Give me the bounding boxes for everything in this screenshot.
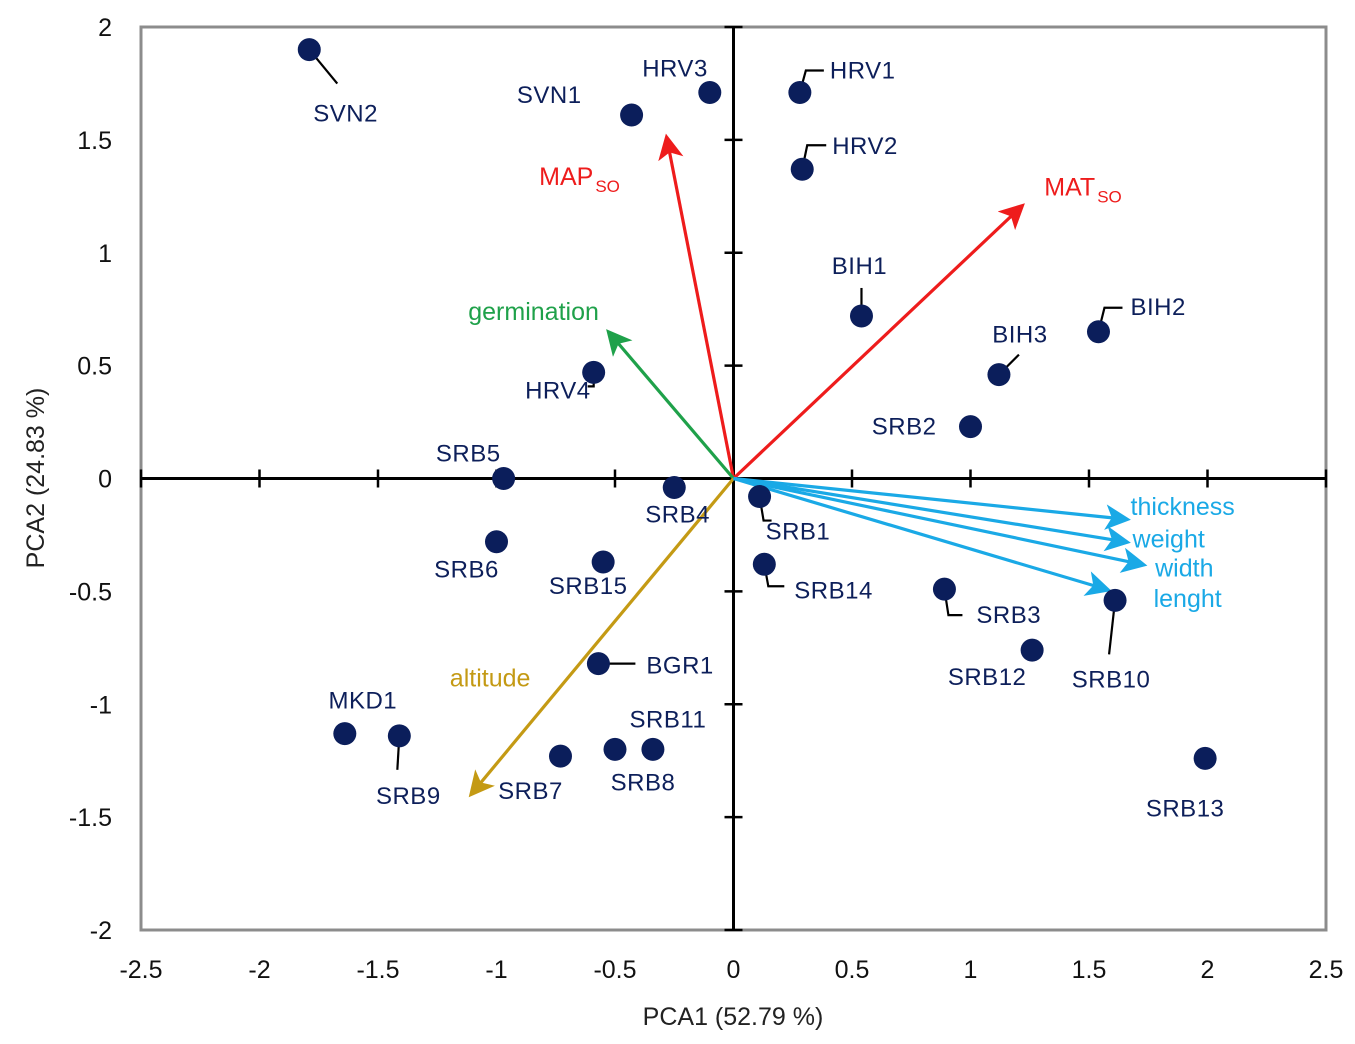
point-label-hrv3: HRV3 (642, 55, 708, 82)
y-tick-label: 2 (98, 14, 112, 42)
point-label-svn1: SVN1 (517, 82, 582, 109)
vector-arrow-thickness (733, 476, 1131, 530)
x-tick-label: -0.5 (593, 956, 636, 984)
vector-arrow-map (658, 133, 736, 479)
vector-arrow-mat (732, 203, 1025, 480)
point-srb9 (387, 724, 411, 748)
x-tick-label: 1.5 (1072, 956, 1107, 984)
point-svn2 (297, 38, 321, 62)
vector-arrow-germination (606, 329, 735, 480)
point-srb14 (752, 552, 776, 576)
point-srb8 (603, 737, 627, 761)
vector-label-map: MAP SO (539, 163, 620, 196)
vector-arrow-lenght (733, 476, 1112, 596)
x-tick-label: 2 (1201, 956, 1215, 984)
point-hrv4 (582, 360, 606, 384)
point-srb13 (1193, 746, 1217, 770)
vector-label-germination: germination (468, 298, 599, 326)
sample-labels: SVN2 SVN1 HRV3 HRV1 HRV2 BIH1 BIH2 BIH3 SRB2 HRV4… (313, 55, 1224, 822)
y-axis-title: PCA2 (24.83 %) (22, 388, 50, 569)
point-label-srb6: SRB6 (434, 557, 499, 584)
y-tick-label: -1.5 (69, 804, 112, 832)
point-label-srb10: SRB10 (1072, 666, 1151, 693)
point-label-hrv4: HRV4 (525, 377, 591, 404)
point-label-srb2: SRB2 (872, 414, 937, 441)
point-label-srb12: SRB12 (948, 664, 1027, 691)
point-svn1 (620, 103, 644, 127)
x-tick-label: 1 (964, 956, 978, 984)
point-label-srb1: SRB1 (766, 519, 831, 546)
point-label-hrv2: HRV2 (832, 133, 898, 160)
point-srb12 (1020, 638, 1044, 662)
x-tick-label: 0 (727, 956, 741, 984)
point-srb10 (1103, 588, 1127, 612)
point-label-srb7: SRB7 (498, 778, 563, 805)
y-tick-label: 1.5 (77, 127, 112, 155)
point-label-srb13: SRB13 (1146, 795, 1225, 822)
vector-labels: MAP SO MAT SO germination altitude thickness we… (450, 163, 1235, 692)
y-tick-label: 1 (98, 240, 112, 268)
x-tick-label: -2 (248, 956, 270, 984)
point-srb7 (548, 744, 572, 768)
y-tick-label: -2 (90, 917, 112, 945)
point-label-srb5: SRB5 (436, 441, 501, 468)
y-tick-label: 0 (98, 466, 112, 494)
point-bih2 (1086, 320, 1110, 344)
point-hrv2 (790, 157, 814, 181)
point-mkd1 (333, 722, 357, 746)
point-label-mkd1: MKD1 (328, 688, 397, 715)
vector-arrow-width (733, 476, 1148, 573)
point-label-srb4: SRB4 (645, 502, 710, 529)
point-srb4 (662, 476, 686, 500)
point-label-srb15: SRB15 (549, 573, 628, 600)
point-label-bgr1: BGR1 (646, 653, 713, 680)
point-bih3 (987, 363, 1011, 387)
x-tick-label: 0.5 (835, 956, 870, 984)
point-label-hrv1: HRV1 (830, 57, 896, 84)
point-label-bih3: BIH3 (992, 322, 1047, 349)
point-srb15 (591, 550, 615, 574)
sample-points (297, 38, 1217, 770)
point-label-srb8: SRB8 (611, 769, 676, 796)
point-bgr1 (586, 652, 610, 676)
x-tick-label: 2.5 (1309, 956, 1344, 984)
y-tick-label: -1 (90, 691, 112, 719)
point-srb5 (492, 467, 516, 490)
point-hrv1 (788, 80, 812, 104)
loading-vectors (468, 133, 1148, 798)
x-tick-label: -2.5 (119, 956, 162, 984)
point-srb6 (485, 530, 508, 554)
y-tick-label: 0.5 (77, 353, 112, 381)
x-axis-title: PCA1 (52.79 %) (643, 1003, 824, 1031)
point-srb11 (641, 737, 665, 761)
vector-arrow-weight (733, 476, 1131, 552)
point-srb2 (959, 415, 982, 439)
vector-label-mat: MAT SO (1044, 174, 1121, 207)
point-label-srb14: SRB14 (794, 577, 873, 604)
point-label-srb9: SRB9 (376, 783, 441, 810)
x-tick-label: -1.5 (356, 956, 399, 984)
vector-label-thickness: thickness (1131, 493, 1235, 521)
x-tick-label: -1 (485, 956, 507, 984)
vector-label-lenght: lenght (1154, 585, 1222, 613)
point-bih1 (849, 304, 873, 328)
x-tick-labels: -2.5 -2 -1.5 -1 -0.5 0 0.5 1 1.5 2 2.5 (119, 956, 1343, 984)
y-tick-labels: -2 -1.5 -1 -0.5 0 0.5 1 1.5 2 (69, 14, 112, 945)
vector-label-weight: weight (1132, 526, 1205, 554)
point-label-srb3: SRB3 (976, 602, 1041, 629)
point-label-bih1: BIH1 (832, 253, 887, 280)
vector-label-altitude: altitude (450, 664, 531, 692)
point-label-bih2: BIH2 (1130, 294, 1185, 321)
point-srb1 (748, 485, 772, 509)
point-hrv3 (698, 80, 722, 104)
point-srb3 (932, 577, 956, 601)
y-tick-label: -0.5 (69, 578, 112, 606)
point-label-srb11: SRB11 (630, 706, 707, 733)
point-label-svn2: SVN2 (313, 101, 378, 128)
vector-label-width: width (1154, 554, 1213, 582)
vector-arrow-altitude (468, 477, 735, 798)
